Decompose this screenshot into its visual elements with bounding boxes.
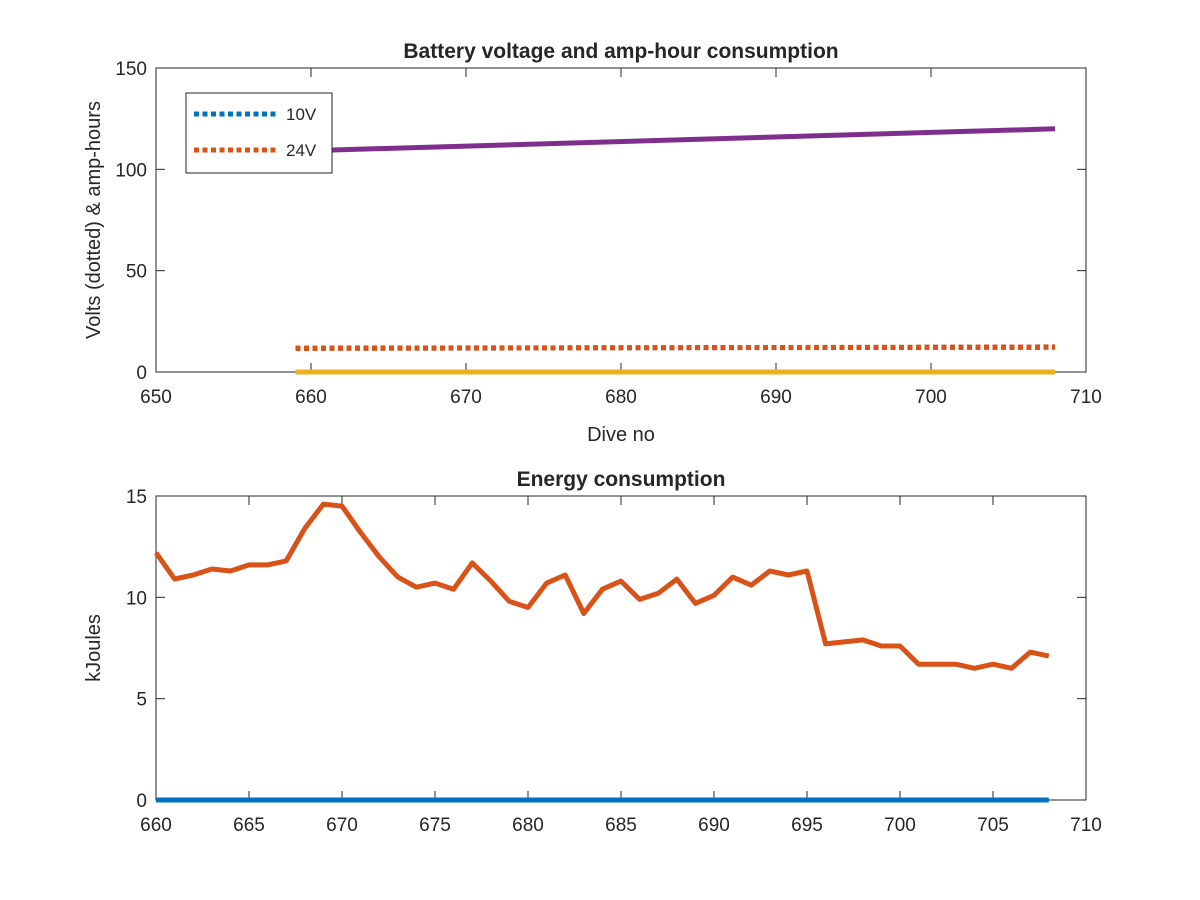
legend-label: 24V xyxy=(286,141,317,160)
series-line-4 xyxy=(295,126,1056,154)
x-tick-label: 700 xyxy=(884,815,916,836)
x-tick-label: 665 xyxy=(233,815,265,836)
y-tick-label: 5 xyxy=(136,690,147,711)
subplot-2: 660 665 670 675 680 685 690 695 700 705 710 0 5 10 15 E… xyxy=(83,468,1102,836)
x-tick-label: 695 xyxy=(791,815,823,836)
y-tick-label: 100 xyxy=(115,160,147,181)
x-tick-label: 705 xyxy=(977,815,1009,836)
series-line-2 xyxy=(295,344,1056,351)
x-tick-label: 670 xyxy=(326,815,358,836)
x-tick-label: 660 xyxy=(140,815,172,836)
x-tick-label: 650 xyxy=(140,387,172,408)
series-line-2 xyxy=(153,501,1050,671)
legend: 10V 24V xyxy=(185,92,333,174)
x-tick-label: 680 xyxy=(512,815,544,836)
y-axis-label: Volts (dotted) & amp-hours xyxy=(83,101,105,339)
y-tick-label: 150 xyxy=(115,59,147,80)
x-axis-label: Dive no xyxy=(587,424,655,446)
legend-box xyxy=(185,92,333,174)
x-tick-label: 700 xyxy=(915,387,947,408)
x-tick-label: 660 xyxy=(295,387,327,408)
y-axis-label: kJoules xyxy=(83,614,105,682)
y-tick-label: 15 xyxy=(126,487,147,508)
subplot-1: 650 660 670 680 690 700 710 0 50 100 150 Battery vo… xyxy=(83,40,1102,446)
x-tick-label: 675 xyxy=(419,815,451,836)
x-tick-label: 690 xyxy=(698,815,730,836)
y-tick-label: 50 xyxy=(126,262,147,283)
x-tick-label: 685 xyxy=(605,815,637,836)
x-tick-label: 670 xyxy=(450,387,482,408)
y-tick-label: 0 xyxy=(136,791,147,812)
x-tick-label: 710 xyxy=(1070,815,1102,836)
y-tick-label: 0 xyxy=(136,363,147,384)
x-tick-label: 690 xyxy=(760,387,792,408)
chart-title: Energy consumption xyxy=(517,468,726,491)
legend-label: 10V xyxy=(286,105,317,124)
x-tick-label: 710 xyxy=(1070,387,1102,408)
chart-title: Battery voltage and amp-hour consumption xyxy=(403,40,838,63)
y-tick-label: 10 xyxy=(126,588,147,609)
x-tick-label: 680 xyxy=(605,387,637,408)
